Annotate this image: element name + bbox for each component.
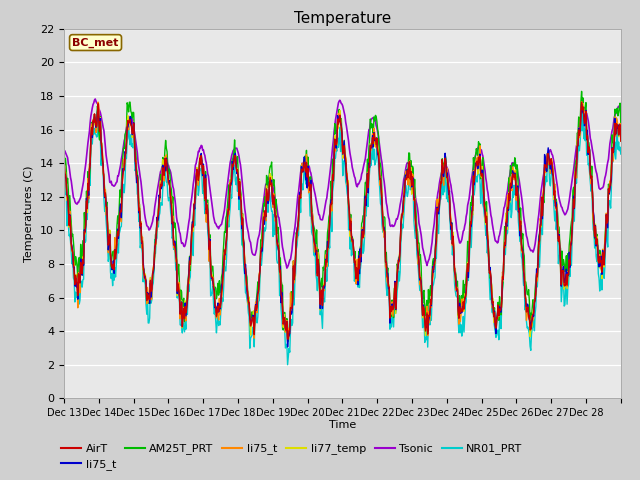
AM25T_PRT [255,282,263,288]
li75_t_o [228,162,236,168]
Tsonic [617,105,625,111]
li75_t_b [60,155,68,160]
li77_temp [401,187,408,193]
Tsonic [401,169,409,175]
AM25T_PRT [276,255,284,261]
li75_t_b [401,193,408,199]
li75_t_o [256,267,264,273]
li75_t_b [284,344,291,350]
Tsonic [126,117,134,122]
AirT [228,176,236,182]
li77_temp [578,99,586,105]
AirT [60,151,68,157]
li75_t_o [60,153,68,159]
li77_temp [432,240,440,246]
li75_t_b [255,276,263,282]
NR01_PRT [125,133,133,139]
li77_temp [284,336,291,342]
Y-axis label: Temperatures (C): Temperatures (C) [24,165,35,262]
li75_t_b [432,240,440,246]
NR01_PRT [60,166,68,171]
li75_t_o [94,99,102,105]
AM25T_PRT [432,240,440,246]
NR01_PRT [228,195,236,201]
NR01_PRT [617,151,625,157]
AM25T_PRT [401,181,408,187]
NR01_PRT [432,255,440,261]
Line: li75_t_o: li75_t_o [64,102,621,340]
AirT [578,99,586,105]
li77_temp [125,118,133,123]
Tsonic [277,230,285,236]
AirT [284,336,292,342]
Line: li77_temp: li77_temp [64,102,621,339]
Line: AirT: AirT [64,102,621,339]
li75_t_b [617,135,625,141]
li75_t_o [126,116,134,121]
AM25T_PRT [617,121,625,127]
AM25T_PRT [125,99,133,105]
li75_t_o [284,337,292,343]
li75_t_o [617,131,625,136]
AirT [276,267,284,273]
AirT [255,272,263,278]
Line: li75_t_b: li75_t_b [64,104,621,347]
li75_t_b [578,101,586,107]
NR01_PRT [276,280,284,286]
AM25T_PRT [60,143,68,149]
AM25T_PRT [228,158,236,164]
Title: Temperature: Temperature [294,11,391,26]
AirT [401,190,408,195]
li75_t_b [276,264,284,269]
li75_t_o [277,284,285,290]
NR01_PRT [401,202,408,207]
Tsonic [228,150,236,156]
Line: Tsonic: Tsonic [64,99,621,268]
li77_temp [276,269,284,275]
Tsonic [256,227,264,232]
Tsonic [433,198,440,204]
li77_temp [60,154,68,160]
Tsonic [92,96,99,102]
Legend: AirT, li75_t, AM25T_PRT, li75_t, li77_temp, Tsonic, NR01_PRT: AirT, li75_t, AM25T_PRT, li75_t, li77_te… [57,439,527,474]
NR01_PRT [284,362,291,368]
AirT [617,138,625,144]
Line: NR01_PRT: NR01_PRT [64,111,621,365]
Tsonic [60,148,68,154]
Line: AM25T_PRT: AM25T_PRT [64,91,621,341]
AirT [432,245,440,251]
AM25T_PRT [578,88,586,94]
NR01_PRT [579,108,587,114]
Text: BC_met: BC_met [72,37,119,48]
li75_t_o [401,172,409,178]
li75_t_b [125,119,133,125]
NR01_PRT [255,298,263,304]
AirT [125,119,133,124]
li77_temp [228,173,236,179]
AM25T_PRT [284,338,291,344]
li75_t_b [228,179,236,184]
li77_temp [617,138,625,144]
Tsonic [283,265,291,271]
X-axis label: Time: Time [329,420,356,430]
li75_t_o [433,241,440,247]
li77_temp [255,271,263,277]
